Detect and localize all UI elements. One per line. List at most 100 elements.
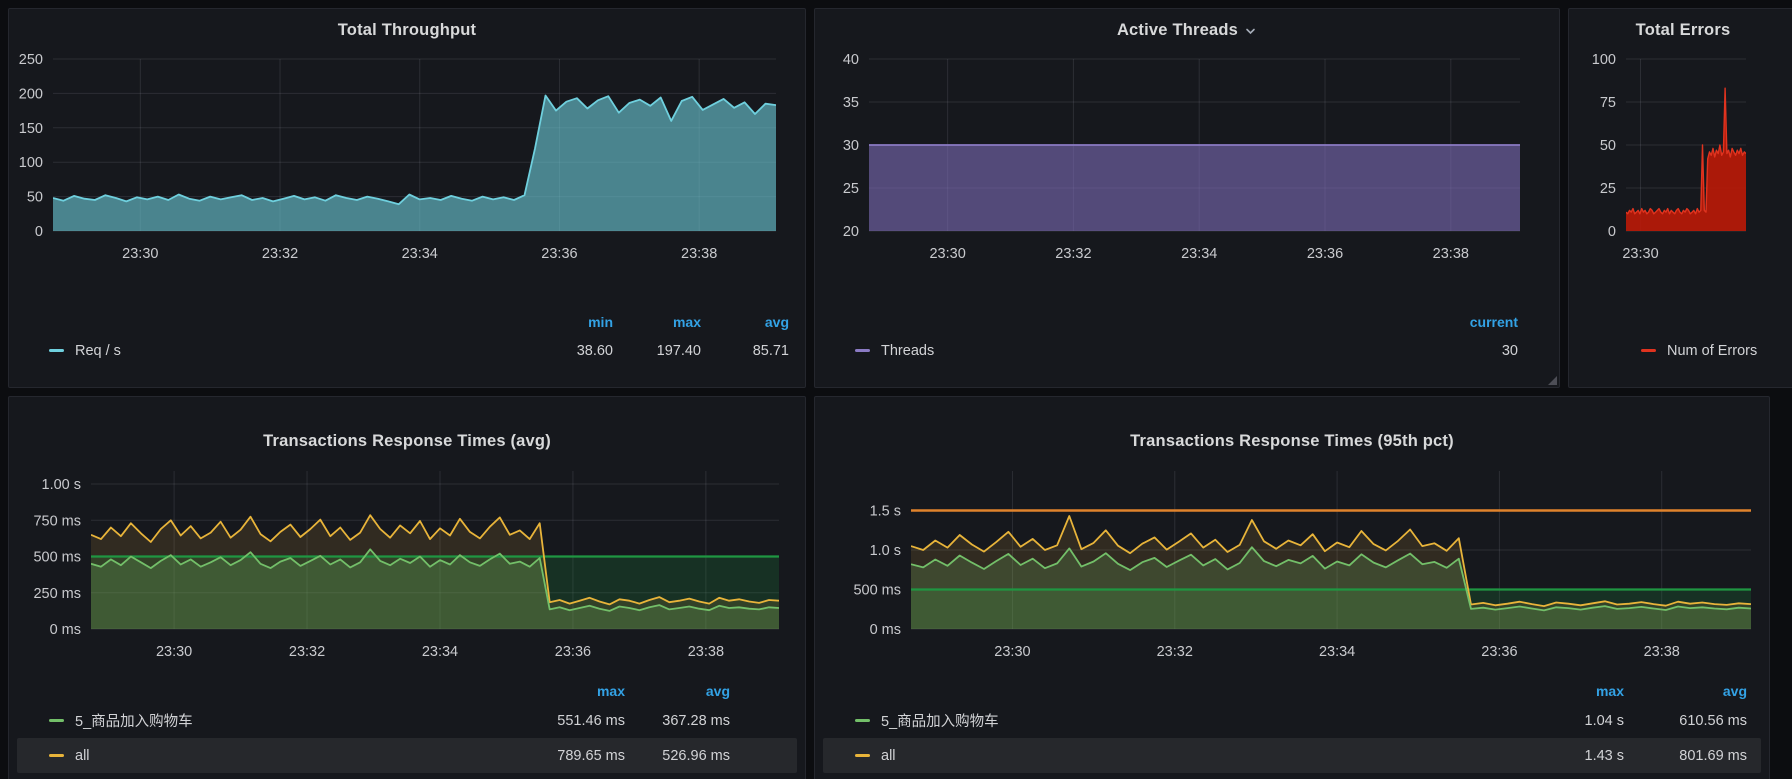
legend-stat-header-min[interactable]: min bbox=[588, 314, 613, 330]
series-stat-value: 367.28 ms bbox=[662, 712, 730, 729]
svg-text:23:36: 23:36 bbox=[1307, 246, 1343, 262]
svg-text:500 ms: 500 ms bbox=[853, 583, 901, 599]
svg-text:23:38: 23:38 bbox=[688, 644, 724, 660]
svg-text:23:32: 23:32 bbox=[262, 246, 298, 262]
panel-title[interactable]: Total Errors bbox=[1569, 19, 1792, 41]
panel-title[interactable]: Total Throughput bbox=[9, 19, 805, 41]
series-name: Threads bbox=[881, 342, 935, 359]
svg-text:500 ms: 500 ms bbox=[33, 550, 81, 566]
series-color-dash-icon bbox=[855, 719, 870, 722]
panel-active-threads: Active Threads 20 25 30 35 40 23:30 23:32 23:34… bbox=[814, 8, 1560, 388]
series-stat-value: 30 bbox=[1501, 342, 1518, 359]
series-stat-value: 38.60 bbox=[576, 342, 613, 359]
legend-stat-header-avg[interactable]: avg bbox=[705, 683, 730, 699]
series-stat-value: 197.40 bbox=[656, 342, 701, 359]
svg-text:25: 25 bbox=[843, 181, 859, 197]
svg-text:23:32: 23:32 bbox=[289, 644, 325, 660]
svg-text:30: 30 bbox=[843, 138, 859, 154]
legend-stat-header-max[interactable]: max bbox=[672, 314, 701, 330]
legend-stat-header-current[interactable]: current bbox=[1469, 314, 1518, 330]
panel-title[interactable]: Active Threads bbox=[815, 19, 1559, 41]
svg-text:250 ms: 250 ms bbox=[33, 586, 81, 602]
legend-item[interactable]: all 1.43 s 801.69 ms bbox=[823, 738, 1761, 773]
threads-chart-canvas[interactable]: 20 25 30 35 40 23:30 23:32 23:34 23:36 23:38 bbox=[815, 9, 1561, 389]
svg-text:23:30: 23:30 bbox=[994, 644, 1030, 660]
svg-text:1.5 s: 1.5 s bbox=[870, 504, 901, 520]
svg-text:23:34: 23:34 bbox=[402, 246, 438, 262]
panel-title-text: Transactions Response Times (avg) bbox=[263, 431, 551, 450]
svg-text:23:36: 23:36 bbox=[1481, 644, 1517, 660]
legend: Num of Errors bbox=[1577, 334, 1789, 367]
series-stat-value: 789.65 ms bbox=[557, 747, 625, 764]
svg-text:200: 200 bbox=[19, 86, 43, 102]
svg-text:23:30: 23:30 bbox=[122, 246, 158, 262]
svg-text:150: 150 bbox=[19, 121, 43, 137]
legend-stat-header-max[interactable]: max bbox=[1595, 683, 1624, 699]
svg-text:23:36: 23:36 bbox=[555, 644, 591, 660]
svg-text:750 ms: 750 ms bbox=[33, 513, 81, 529]
svg-text:23:34: 23:34 bbox=[422, 644, 458, 660]
legend-item[interactable]: 5_商品加入购物车 551.46 ms 367.28 ms bbox=[17, 703, 797, 738]
svg-text:1.00 s: 1.00 s bbox=[42, 477, 82, 493]
throughput-chart-canvas[interactable]: 0 50 100 150 200 250 23:30 23:32 23:34 23:36 23:38 bbox=[9, 9, 807, 389]
svg-text:100: 100 bbox=[19, 155, 43, 171]
series-name: all bbox=[75, 747, 90, 764]
svg-text:35: 35 bbox=[843, 95, 859, 111]
response-avg-chart-canvas[interactable]: 0 ms 250 ms 500 ms 750 ms 1.00 s 23:30 23:32 23… bbox=[9, 397, 807, 779]
series-color-dash-icon bbox=[855, 349, 870, 352]
legend-header-row: current bbox=[823, 310, 1551, 334]
errors-chart-canvas[interactable]: 0 25 50 75 100 23:30 bbox=[1569, 9, 1792, 389]
legend-item[interactable]: Req / s 38.60 197.40 85.71 bbox=[17, 334, 797, 367]
svg-text:25: 25 bbox=[1600, 181, 1616, 197]
panel-title[interactable]: Transactions Response Times (avg) bbox=[9, 430, 805, 452]
legend: min max avg Req / s 38.60 197.40 85.71 bbox=[17, 310, 797, 367]
svg-text:23:32: 23:32 bbox=[1157, 644, 1193, 660]
legend-item[interactable]: 5_商品加入购物车 1.04 s 610.56 ms bbox=[823, 703, 1761, 738]
svg-text:23:30: 23:30 bbox=[929, 246, 965, 262]
panel-response-times-95pct: Transactions Response Times (95th pct) 0… bbox=[814, 396, 1770, 779]
series-name: 5_商品加入购物车 bbox=[75, 714, 193, 730]
svg-text:75: 75 bbox=[1600, 95, 1616, 111]
series-stat-value: 610.56 ms bbox=[1679, 712, 1747, 729]
svg-text:50: 50 bbox=[1600, 138, 1616, 154]
panel-total-throughput: Total Throughput 0 50 100 150 200 250 23:30 23:… bbox=[8, 8, 806, 388]
response-95pct-chart-canvas[interactable]: 0 ms 500 ms 1.0 s 1.5 s 23:30 23:32 23:34 23:36… bbox=[815, 397, 1771, 779]
panel-response-times-avg: Transactions Response Times (avg) 0 ms 25… bbox=[8, 396, 806, 779]
legend-item[interactable]: Threads 30 bbox=[823, 334, 1551, 367]
series-color-dash-icon bbox=[49, 754, 64, 757]
panel-resize-handle[interactable] bbox=[1548, 376, 1557, 385]
legend: current Threads 30 bbox=[823, 310, 1551, 367]
svg-text:0 ms: 0 ms bbox=[50, 622, 81, 638]
panel-title-text: Transactions Response Times (95th pct) bbox=[1130, 431, 1454, 450]
legend-stat-header-avg[interactable]: avg bbox=[1722, 683, 1747, 699]
svg-text:23:38: 23:38 bbox=[1644, 644, 1680, 660]
legend-stat-header-max[interactable]: max bbox=[596, 683, 625, 699]
chevron-down-icon[interactable] bbox=[1244, 25, 1257, 38]
svg-text:23:30: 23:30 bbox=[1622, 246, 1658, 262]
legend-header-row: min max avg bbox=[17, 310, 797, 334]
series-name: all bbox=[881, 747, 896, 764]
legend-stat-header-avg[interactable]: avg bbox=[764, 314, 789, 330]
legend-item[interactable]: all 789.65 ms 526.96 ms bbox=[17, 738, 797, 773]
svg-text:40: 40 bbox=[843, 52, 859, 68]
legend-item[interactable]: Num of Errors bbox=[1577, 334, 1789, 367]
svg-text:23:34: 23:34 bbox=[1181, 246, 1217, 262]
series-stat-value: 1.43 s bbox=[1584, 747, 1625, 764]
svg-text:23:38: 23:38 bbox=[1433, 246, 1469, 262]
series-color-dash-icon bbox=[49, 719, 64, 722]
svg-text:0: 0 bbox=[35, 224, 43, 240]
svg-text:1.0 s: 1.0 s bbox=[870, 543, 901, 559]
svg-text:23:36: 23:36 bbox=[541, 246, 577, 262]
svg-text:23:32: 23:32 bbox=[1055, 246, 1091, 262]
series-stat-value: 551.46 ms bbox=[557, 712, 625, 729]
legend-header-row: max avg bbox=[17, 679, 797, 703]
legend: max avg 5_商品加入购物车 1.04 s 610.56 ms all 1.43 s 8… bbox=[823, 679, 1761, 773]
panel-title[interactable]: Transactions Response Times (95th pct) bbox=[815, 430, 1769, 452]
series-stat-value: 85.71 bbox=[752, 342, 789, 359]
series-name: Req / s bbox=[75, 342, 121, 359]
svg-text:100: 100 bbox=[1592, 52, 1616, 68]
svg-text:250: 250 bbox=[19, 52, 43, 68]
panel-total-errors: Total Errors 0 25 50 75 100 23:30 Num of Erro… bbox=[1568, 8, 1792, 388]
series-stat-value: 1.04 s bbox=[1584, 712, 1625, 729]
